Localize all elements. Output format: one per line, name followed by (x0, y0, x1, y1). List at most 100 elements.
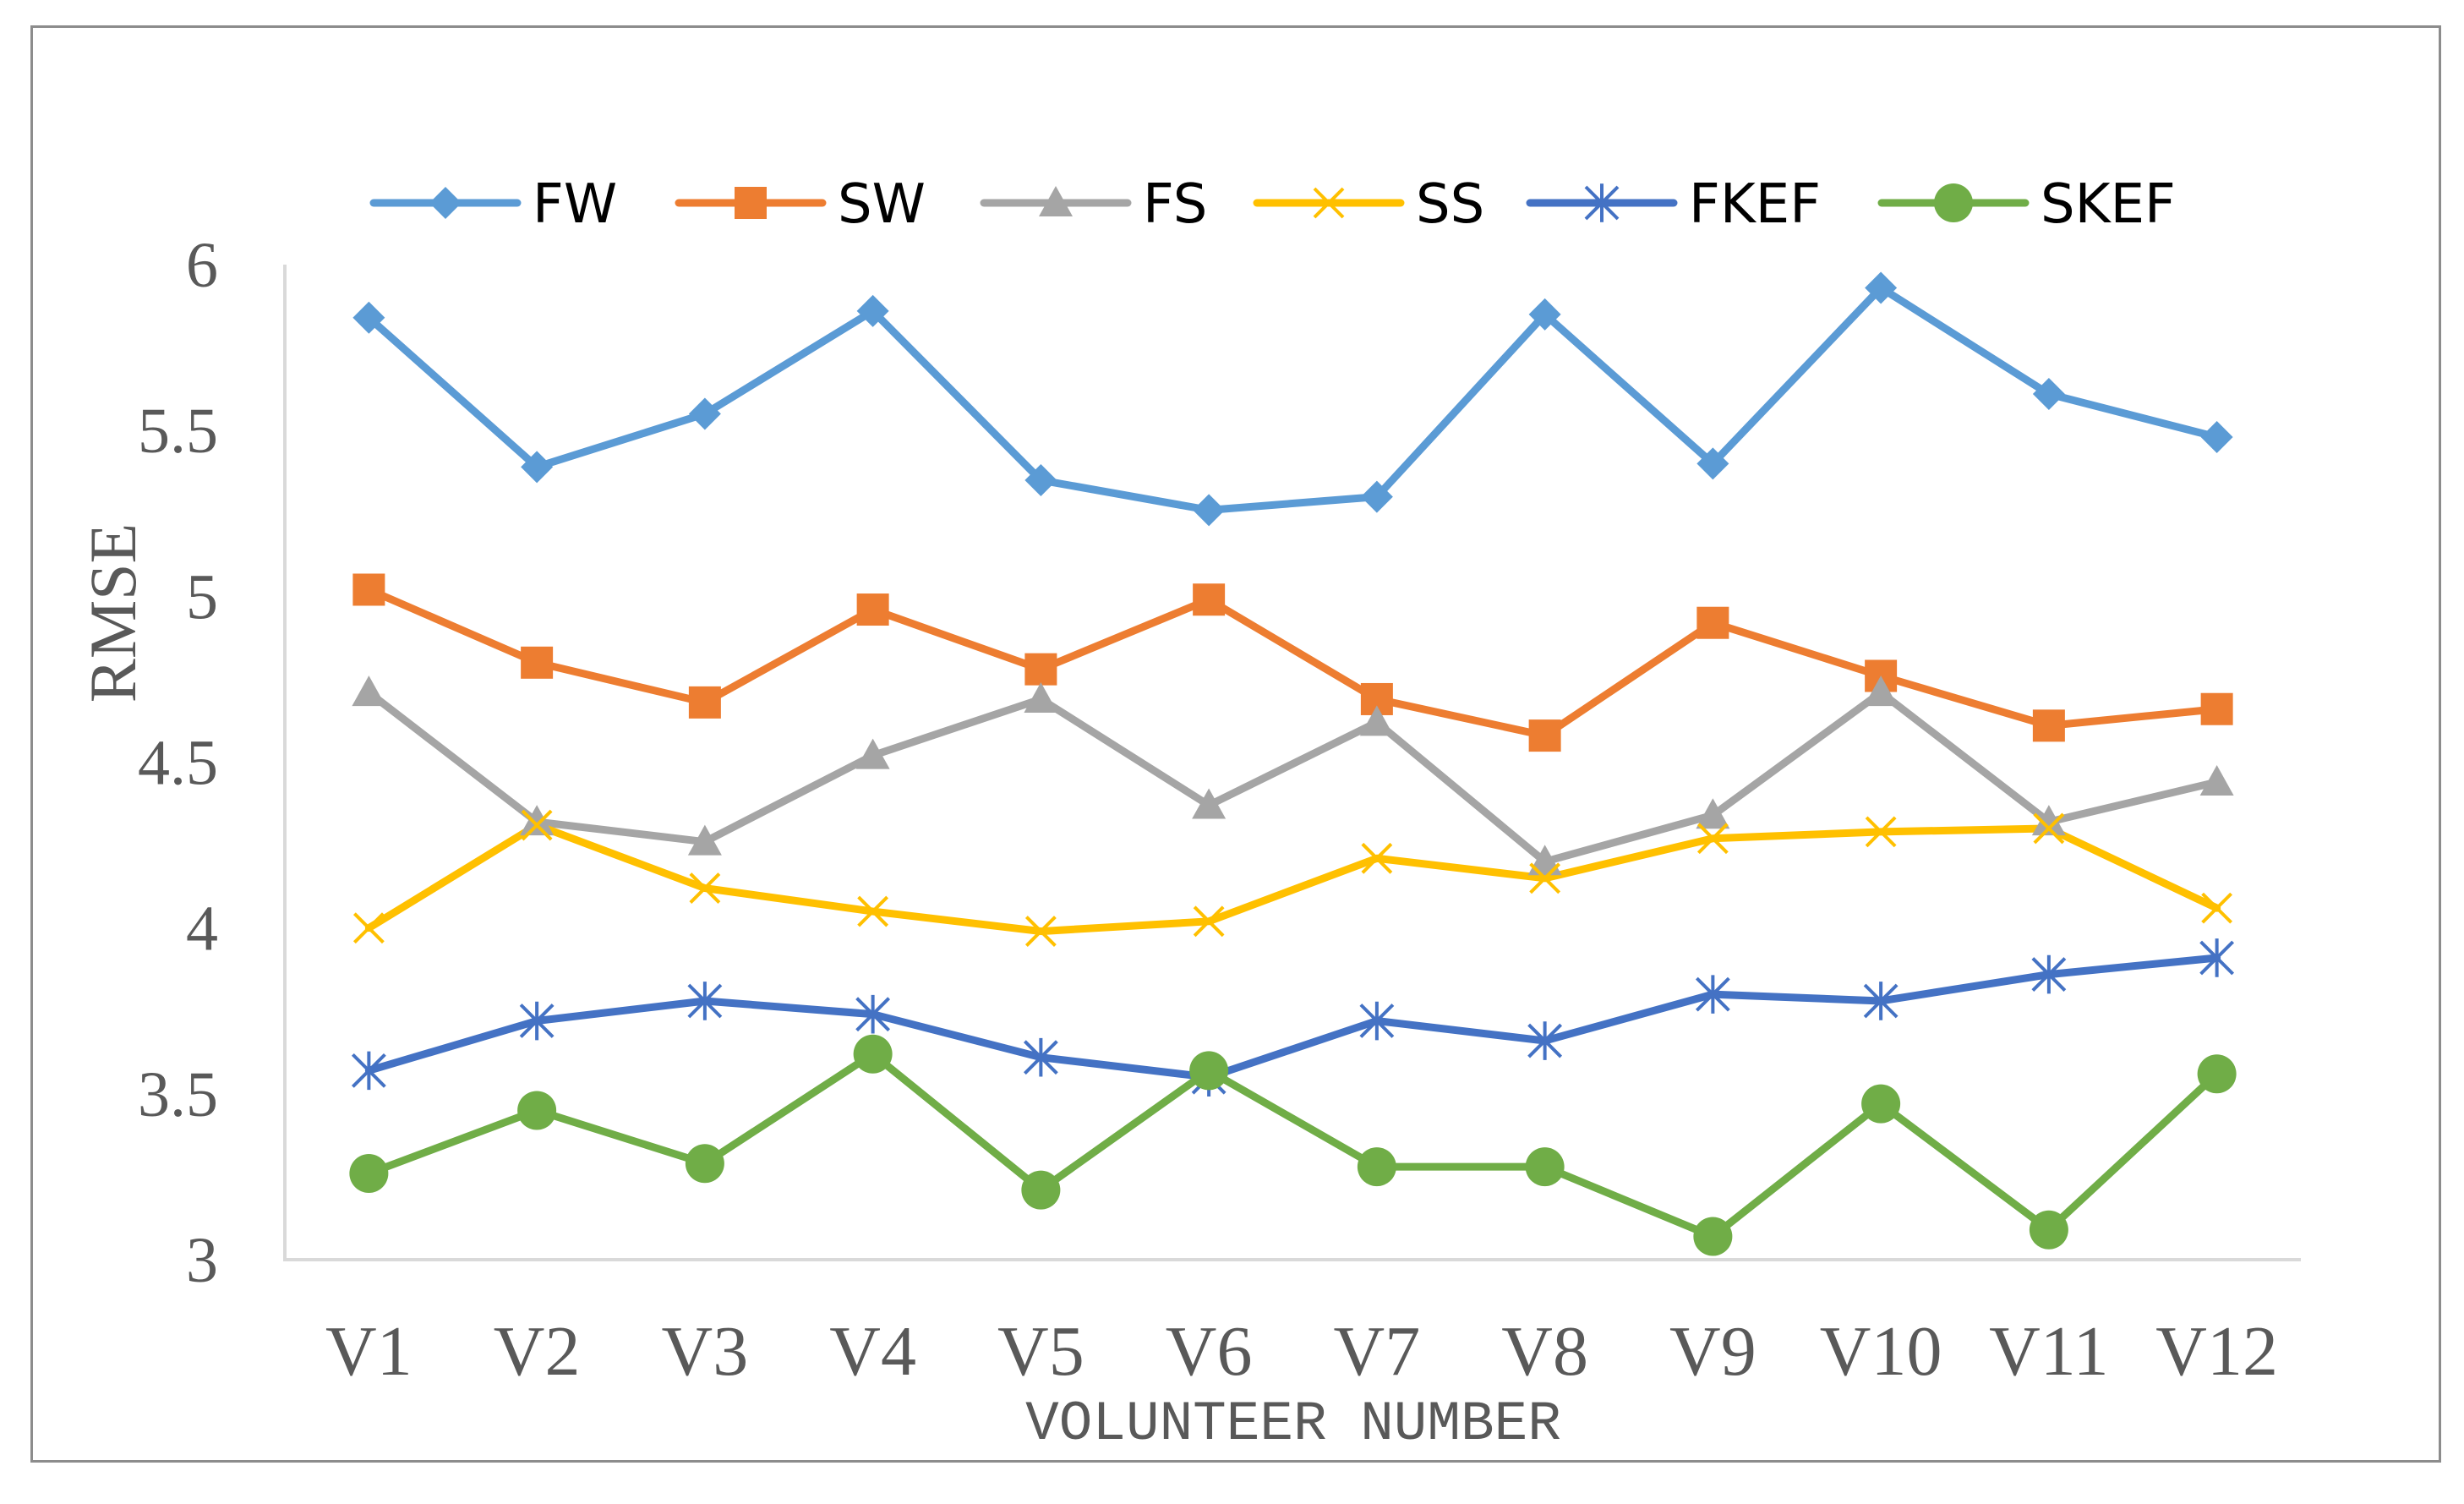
point-fs-v7 (1359, 705, 1394, 736)
legend-item-skef: SKEF (1877, 173, 2176, 236)
y-tick-label-5-5: 5.5 (138, 396, 218, 467)
point-fkef-v1 (351, 1051, 386, 1091)
legend-marker-fkef (1584, 183, 1620, 222)
point-fs-v6 (1192, 788, 1227, 819)
x-tick-label-v10: V10 (1820, 1312, 1942, 1391)
point-ss-v3 (689, 872, 721, 905)
point-sw-v12 (2200, 692, 2233, 725)
point-skef-v2 (517, 1091, 557, 1130)
point-ss-v5 (1024, 916, 1057, 948)
point-skef-v4 (853, 1034, 893, 1074)
point-ss-v4 (857, 895, 889, 927)
legend-marker-fw (429, 187, 462, 219)
x-tick-label-v1: V1 (325, 1312, 412, 1391)
point-skef-v11 (2029, 1210, 2068, 1250)
series-line-sw (364, 585, 2221, 740)
point-fs-v1 (352, 675, 386, 707)
x-tick-labels: V1 V2 V3 V4 V5 V6 V7 V8 V9 V10 V11 V12 (325, 1312, 2278, 1391)
point-fkef-v12 (2199, 938, 2235, 977)
point-ss-v11 (2033, 812, 2065, 845)
point-fs-v11 (2031, 805, 2066, 836)
legend-label-fkef: FKEF (1689, 173, 1821, 236)
point-fs-v10 (1864, 675, 1899, 707)
point-fkef-v9 (1695, 975, 1730, 1014)
series-line-skef (364, 1050, 2221, 1241)
series-line-fw (364, 283, 2221, 514)
series-lines (364, 283, 2221, 1241)
y-tick-label-5: 5 (186, 561, 218, 632)
y-axis-title: RMSE (76, 523, 150, 703)
legend-marker-ss (1313, 187, 1345, 219)
legend-item-fs: FS (980, 173, 1207, 236)
x-tick-label-v3: V3 (662, 1312, 749, 1391)
y-tick-label-6: 6 (186, 230, 218, 301)
x-tick-label-v7: V7 (1334, 1312, 1421, 1391)
legend-label-ss: SS (1416, 173, 1484, 236)
point-fw-v8 (1528, 298, 1561, 331)
point-skef-v8 (1525, 1147, 1565, 1187)
point-fs-v5 (1024, 681, 1058, 713)
point-skef-v7 (1357, 1147, 1396, 1187)
x-tick-label-v9: V9 (1669, 1312, 1756, 1391)
point-fs-v2 (520, 805, 555, 836)
point-skef-v6 (1189, 1051, 1229, 1091)
point-sw-v11 (2032, 709, 2065, 742)
point-fkef-v5 (1023, 1037, 1058, 1077)
series-line-fs (364, 688, 2221, 866)
point-ss-v6 (1193, 905, 1225, 938)
point-fkef-v8 (1527, 1021, 1563, 1060)
point-fs-v9 (1696, 798, 1730, 829)
y-tick-label-3-5: 3.5 (138, 1059, 218, 1130)
x-tick-label-v8: V8 (1501, 1312, 1588, 1391)
point-fw-v3 (688, 397, 721, 430)
point-fkef-v4 (855, 994, 891, 1034)
point-fw-v7 (1360, 480, 1393, 513)
point-skef-v9 (1693, 1217, 1733, 1256)
point-ss-v8 (1529, 862, 1561, 894)
point-ss-v7 (1361, 842, 1393, 874)
x-tick-label-v11: V11 (1989, 1312, 2109, 1391)
y-tick-label-4: 4 (186, 894, 218, 965)
series-markers (349, 271, 2237, 1256)
point-fw-v6 (1193, 494, 1226, 527)
point-skef-v5 (1021, 1170, 1061, 1210)
x-tick-label-v12: V12 (2155, 1312, 2278, 1391)
point-fw-v12 (2200, 421, 2233, 454)
point-fw-v1 (352, 301, 385, 334)
x-tick-label-v4: V4 (829, 1312, 916, 1391)
point-fw-v11 (2032, 378, 2065, 411)
legend-marker-sw (735, 187, 767, 219)
point-sw-v4 (856, 593, 889, 626)
legend-label-fw: FW (533, 173, 617, 236)
x-tick-label-v5: V5 (997, 1312, 1084, 1391)
point-sw-v1 (352, 573, 385, 606)
axes (283, 265, 2301, 1261)
point-sw-v2 (521, 646, 554, 679)
legend-item-ss: SS (1253, 173, 1484, 236)
point-fkef-v2 (519, 1001, 555, 1041)
point-skef-v12 (2197, 1054, 2237, 1094)
point-sw-v6 (1193, 583, 1226, 616)
point-fw-v2 (521, 451, 554, 484)
legend: FW SW FS SS FKEF SKEF (369, 173, 2176, 236)
y-tick-label-3: 3 (186, 1225, 218, 1296)
y-tick-label-4-5: 4.5 (138, 728, 218, 799)
point-ss-v10 (1865, 816, 1897, 848)
point-fw-v4 (856, 294, 889, 327)
legend-marker-skef (1934, 183, 1973, 222)
x-tick-label-v6: V6 (1166, 1312, 1253, 1391)
legend-label-skef: SKEF (2041, 173, 2176, 236)
legend-item-fkef: FKEF (1526, 173, 1821, 236)
point-sw-v5 (1024, 653, 1057, 686)
legend-marker-fs (1039, 186, 1073, 216)
point-sw-v3 (688, 686, 721, 719)
point-ss-v12 (2201, 892, 2233, 924)
legend-item-fw: FW (369, 173, 617, 236)
point-skef-v10 (1861, 1084, 1901, 1124)
point-ss-v9 (1696, 823, 1729, 855)
point-fkef-v10 (1863, 982, 1899, 1020)
point-fw-v9 (1696, 447, 1729, 480)
point-fkef-v11 (2031, 954, 2067, 994)
point-fkef-v7 (1359, 1001, 1395, 1041)
